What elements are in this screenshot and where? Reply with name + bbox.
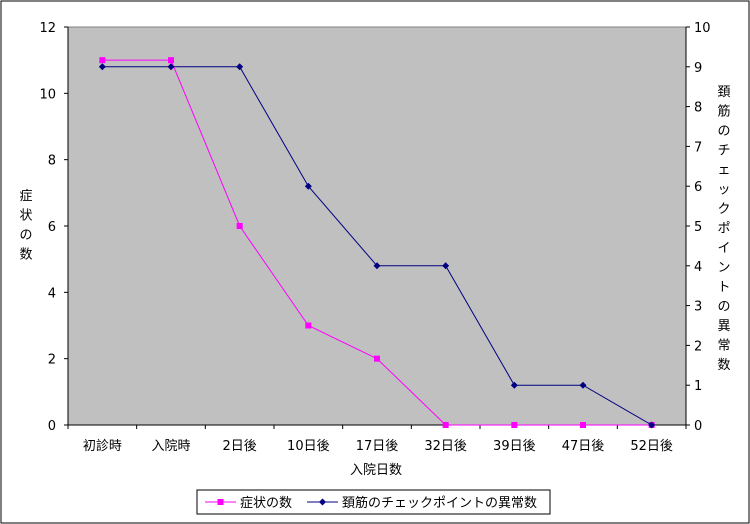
axis-title-char: ト: [717, 280, 730, 295]
axis-title-char: ン: [717, 261, 730, 276]
series-0-point: [168, 57, 174, 64]
axis-title-char: ッ: [717, 183, 730, 198]
x-tick-label: 47日後: [562, 439, 605, 454]
right-axis-title: 頚筋のチェックポイントの異常数: [717, 85, 730, 373]
series-1-point: [648, 421, 656, 429]
axis-title-char: 状: [19, 209, 32, 224]
right-tick-label: 9: [694, 61, 702, 76]
legend-entry-checkpoints: 頚筋のチェックポイントの異常数: [307, 495, 537, 511]
x-axis: 初診時 入院時 2日後 10日後 17日後 32日後 39日後 47日後 52日後: [67, 424, 687, 454]
left-axis-title: 症状の数: [19, 189, 32, 263]
series-1-point: [236, 63, 244, 71]
series-1-point: [167, 63, 175, 71]
series-0-point: [236, 223, 243, 229]
x-tick-label: 32日後: [424, 439, 467, 454]
axis-title-char: 異: [717, 319, 730, 334]
legend-label-checkpoints: 頚筋のチェックポイントの異常数: [342, 495, 537, 511]
right-tick-label: 6: [694, 180, 702, 195]
x-tick-label: 39日後: [493, 439, 536, 454]
left-tick-label: 12: [39, 21, 56, 36]
series-0-point: [580, 422, 586, 428]
axis-title-char: の: [717, 300, 730, 315]
series-1-point: [304, 182, 312, 190]
x-tick-label: 52日後: [630, 439, 673, 454]
right-tick-label: 0: [694, 419, 702, 434]
x-tick-label: 10日後: [287, 439, 330, 454]
series-1-point: [98, 63, 106, 71]
series-0-point: [305, 322, 312, 329]
x-tick-label: 入院時: [151, 439, 190, 454]
axis-title-char: 数: [19, 248, 32, 263]
x-axis-title: 入院日数: [350, 463, 402, 478]
axis-title-char: 筋: [717, 104, 730, 120]
right-y-axis: 0 1 2 3 4 5 6 7 8 9 10: [685, 21, 711, 434]
series-0-point: [442, 422, 449, 428]
legend: 症状の数 頚筋のチェックポイントの異常数: [196, 489, 551, 515]
axis-title-char: チ: [717, 144, 730, 159]
x-tick-label: 初診時: [83, 438, 122, 454]
left-tick-label: 4: [48, 286, 56, 301]
left-tick-label: 6: [48, 220, 56, 235]
right-tick-label: 2: [694, 339, 702, 354]
axis-title-char: 頚: [717, 85, 730, 100]
series-0-point: [99, 57, 106, 64]
series-layer: [98, 57, 656, 429]
axis-title-char: ク: [717, 202, 730, 217]
axis-title-char: イ: [717, 241, 730, 256]
series-0-point: [511, 422, 518, 428]
right-tick-label: 4: [694, 260, 702, 275]
left-y-axis: 0 2 4 6 8 10 12: [39, 21, 69, 434]
x-tick-label: 2日後: [223, 439, 257, 454]
series-1-point: [579, 381, 587, 389]
right-tick-label: 1: [694, 379, 702, 394]
axis-title-char: 症: [19, 189, 32, 204]
legend-marker-symptoms: [217, 499, 224, 505]
legend-box: [196, 489, 551, 515]
x-tick-label: 17日後: [356, 439, 399, 454]
series-1-point: [373, 262, 381, 270]
right-tick-label: 5: [694, 220, 702, 235]
right-tick-label: 3: [694, 300, 702, 315]
series-0-point: [374, 355, 380, 362]
axis-title-char: ェ: [717, 163, 730, 178]
plot-area: [67, 26, 687, 426]
right-tick-label: 8: [694, 101, 702, 116]
axis-title-char: 数: [717, 358, 730, 373]
left-tick-label: 0: [48, 419, 56, 434]
legend-label-symptoms: 症状の数: [240, 496, 292, 511]
axis-title-char: の: [19, 228, 32, 243]
right-tick-label: 7: [694, 140, 702, 155]
left-tick-label: 2: [48, 353, 56, 368]
left-tick-label: 10: [39, 87, 56, 102]
axis-title-char: 常: [717, 339, 730, 354]
right-tick-label: 10: [694, 21, 711, 36]
axis-title-char: の: [717, 124, 730, 139]
series-1-point: [442, 262, 450, 270]
series-1-point: [510, 381, 518, 389]
left-tick-label: 8: [48, 154, 56, 169]
axis-title-char: ポ: [717, 222, 730, 237]
legend-entry-symptoms: 症状の数: [205, 496, 292, 511]
legend-marker-checkpoints: [319, 498, 326, 506]
